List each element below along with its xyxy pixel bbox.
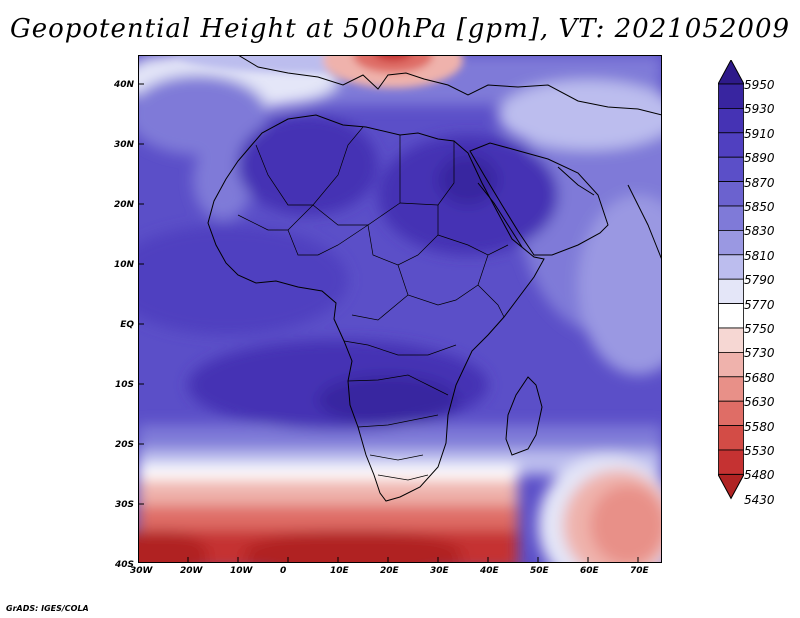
colorbar-swatch: [718, 205, 744, 231]
madagascar-coastline: [505, 376, 543, 456]
colorbar-level-label: 5530: [744, 444, 775, 458]
lon-label: 20W: [180, 566, 203, 576]
colorbar: [718, 60, 744, 500]
colorbar-swatch: [718, 108, 744, 134]
colorbar-swatch: [718, 229, 744, 256]
colorbar-level-label: 5830: [744, 224, 775, 239]
lat-label: 40N: [113, 80, 134, 90]
lat-label: 20S: [114, 440, 134, 450]
red-sea: [477, 182, 523, 248]
lat-label: 20N: [113, 200, 134, 210]
colorbar-level-label: 5430: [744, 492, 775, 507]
colorbar-swatch: [718, 400, 744, 427]
colorbar-swatch: [718, 278, 744, 304]
colorbar-swatch: [718, 449, 744, 475]
colorbar-swatch: [718, 156, 744, 182]
map-panel: [138, 55, 662, 563]
lat-label: 30N: [113, 140, 134, 150]
map-title: Geopotential Height at 500hPa [gpm], VT:…: [9, 14, 791, 44]
colorbar-level-label: 5870: [744, 175, 775, 190]
lat-label: 30S: [114, 500, 134, 510]
colorbar-level-label: 5950: [744, 78, 775, 92]
colorbar-swatch: [718, 327, 744, 353]
lat-label: 10S: [114, 380, 134, 390]
colorbar-level-label: 5580: [744, 419, 775, 434]
persian-gulf: [557, 166, 595, 196]
lon-label: 10E: [330, 566, 349, 576]
colorbar-level-label: 5890: [744, 151, 775, 166]
lat-label: EQ: [120, 320, 134, 330]
coastlines: [207, 55, 662, 502]
lon-label: 30W: [130, 566, 153, 576]
colorbar-level-label: 5810: [744, 248, 775, 263]
colorbar-swatch: [718, 83, 744, 109]
colorbar-swatch: [718, 425, 744, 451]
lon-label: 40E: [480, 566, 499, 576]
colorbar-bottom-arrow: [718, 473, 744, 500]
colorbar-level-label: 5850: [744, 200, 775, 214]
footer-credit: GrADS: IGES/COLA: [6, 604, 89, 613]
arabia-coastline: [469, 142, 609, 256]
colorbar-swatch: [718, 181, 744, 207]
lat-label: 10N: [113, 260, 134, 270]
lon-label: 50E: [530, 566, 549, 576]
lon-label: 70E: [630, 566, 649, 576]
africa-coastline: [207, 114, 545, 502]
colorbar-level-label: 5630: [744, 395, 775, 410]
colorbar-level-label: 5750: [744, 322, 775, 336]
colorbar-swatch: [718, 351, 744, 378]
map-frame: [138, 55, 662, 563]
lat-label: 40S: [114, 560, 134, 570]
colorbar-top-arrow: [718, 60, 744, 85]
colorbar-level-label: 5480: [744, 468, 775, 483]
india-coastline: [627, 184, 662, 261]
lon-label: 10W: [230, 566, 253, 576]
colorbar-level-label: 5730: [744, 346, 775, 361]
borders: [237, 126, 509, 481]
lon-label: 20E: [380, 566, 399, 576]
colorbar-level-label: 5770: [744, 297, 775, 312]
europe-coastline: [237, 55, 662, 116]
colorbar-swatch: [718, 132, 744, 158]
lon-label: 30E: [430, 566, 449, 576]
colorbar-swatch: [718, 376, 744, 402]
colorbar-swatch: [718, 303, 744, 329]
lon-label: 60E: [580, 566, 599, 576]
colorbar-swatch: [718, 254, 744, 280]
lon-label: 0: [280, 566, 287, 576]
colorbar-level-label: 5790: [744, 273, 775, 288]
colorbar-level-label: 5680: [744, 370, 775, 385]
colorbar-level-label: 5910: [744, 126, 775, 141]
colorbar-level-label: 5930: [744, 102, 775, 117]
